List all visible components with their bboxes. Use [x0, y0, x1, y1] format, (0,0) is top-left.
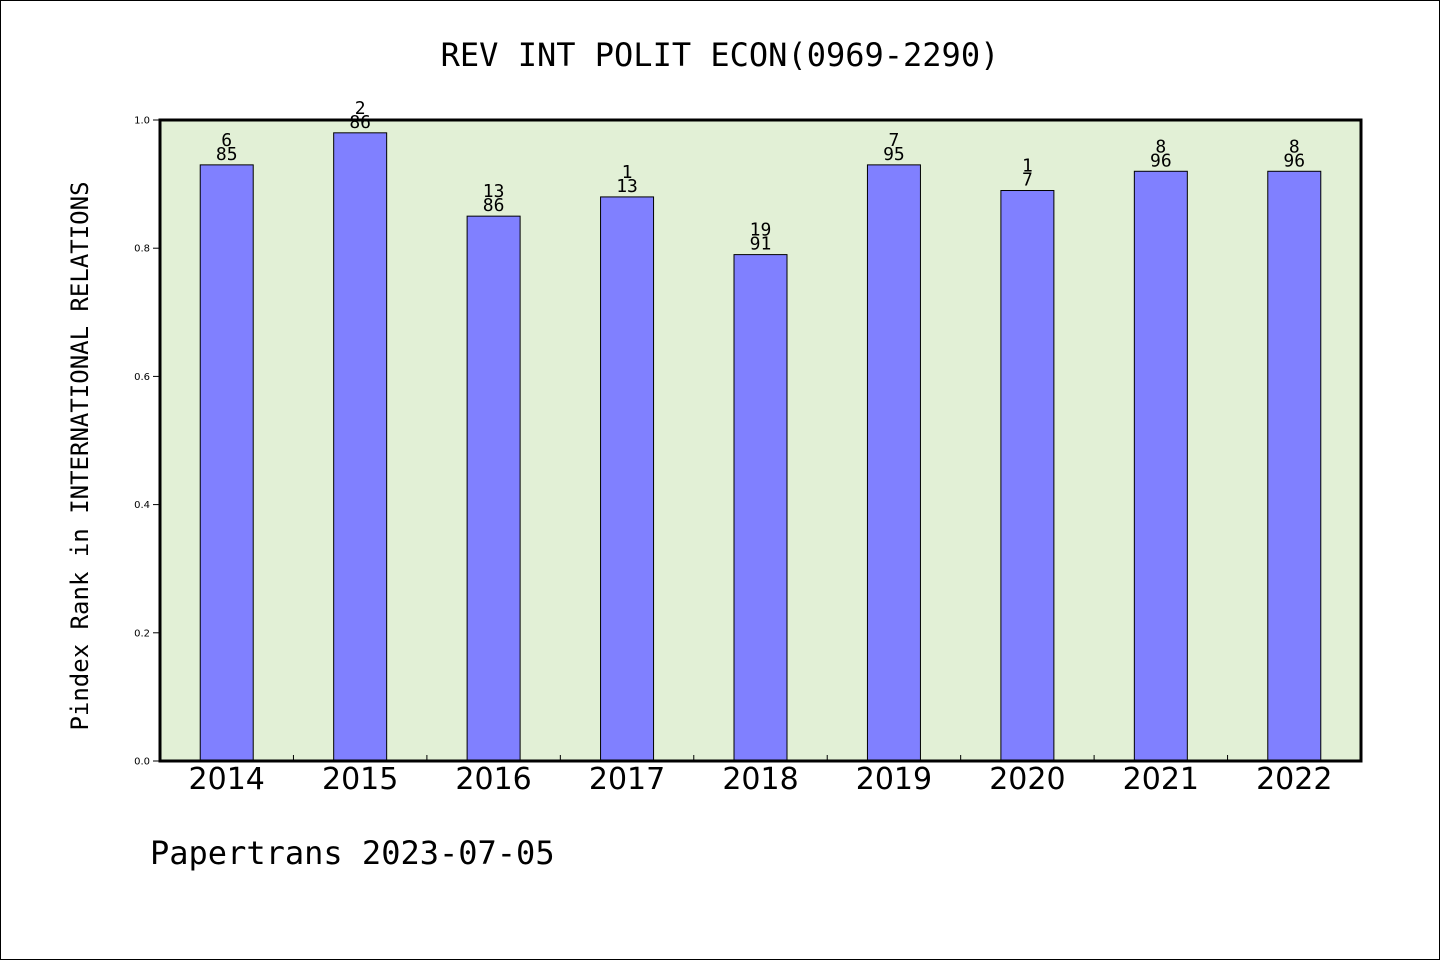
bar [1267, 170, 1322, 762]
bar-count-label: 7 [889, 130, 900, 151]
bar-count-label: 1 [622, 162, 633, 183]
plot-border [158, 118, 1363, 763]
bar-rank-label: 85 [216, 144, 238, 165]
bar-count-label: 1 [1022, 156, 1033, 177]
bar [466, 215, 521, 762]
y-tick-label: 0.4 [134, 500, 150, 511]
bar-rank-label: 86 [483, 195, 505, 216]
bar [1133, 170, 1188, 762]
bar-rank-label: 96 [1150, 150, 1172, 171]
footer-credit: Papertrans 2023-07-05 [150, 834, 555, 872]
bar-count-label: 19 [750, 220, 772, 241]
x-tick-label: 2018 [722, 762, 798, 797]
bar-rank-label: 96 [1283, 150, 1305, 171]
bar [199, 164, 254, 762]
bar-count-label: 13 [483, 181, 505, 202]
x-tick-label: 2021 [1123, 762, 1199, 797]
x-tick-label: 2020 [989, 762, 1065, 797]
x-tick-label: 2019 [856, 762, 932, 797]
bar [866, 164, 921, 762]
bar-rank-label: 91 [750, 234, 772, 255]
bar [1000, 190, 1055, 762]
bar-rank-label: 86 [349, 112, 371, 133]
x-tick-label: 2014 [189, 762, 265, 797]
bar-count-label: 8 [1155, 136, 1166, 157]
bar-count-label: 2 [355, 98, 366, 119]
bar [600, 196, 655, 762]
y-tick-label: 0.8 [134, 244, 150, 255]
bar [733, 254, 788, 762]
y-tick-label: 0.6 [134, 372, 150, 383]
bar-rank-label: 95 [883, 144, 905, 165]
x-tick-label: 2016 [455, 762, 531, 797]
x-tick-label: 2017 [589, 762, 665, 797]
chart-title: REV INT POLIT ECON(0969-2290) [440, 36, 1000, 74]
x-tick-label: 2022 [1256, 762, 1332, 797]
y-tick-label: 0.0 [134, 757, 150, 768]
bar [333, 132, 388, 762]
x-tick-label: 2015 [322, 762, 398, 797]
y-tick-label: 1.0 [134, 116, 150, 127]
bar-rank-label: 7 [1022, 170, 1033, 191]
bar-rank-label: 13 [616, 176, 638, 197]
bar-count-label: 6 [221, 130, 232, 151]
bar-count-label: 8 [1289, 136, 1300, 157]
y-tick-label: 0.2 [134, 628, 150, 639]
